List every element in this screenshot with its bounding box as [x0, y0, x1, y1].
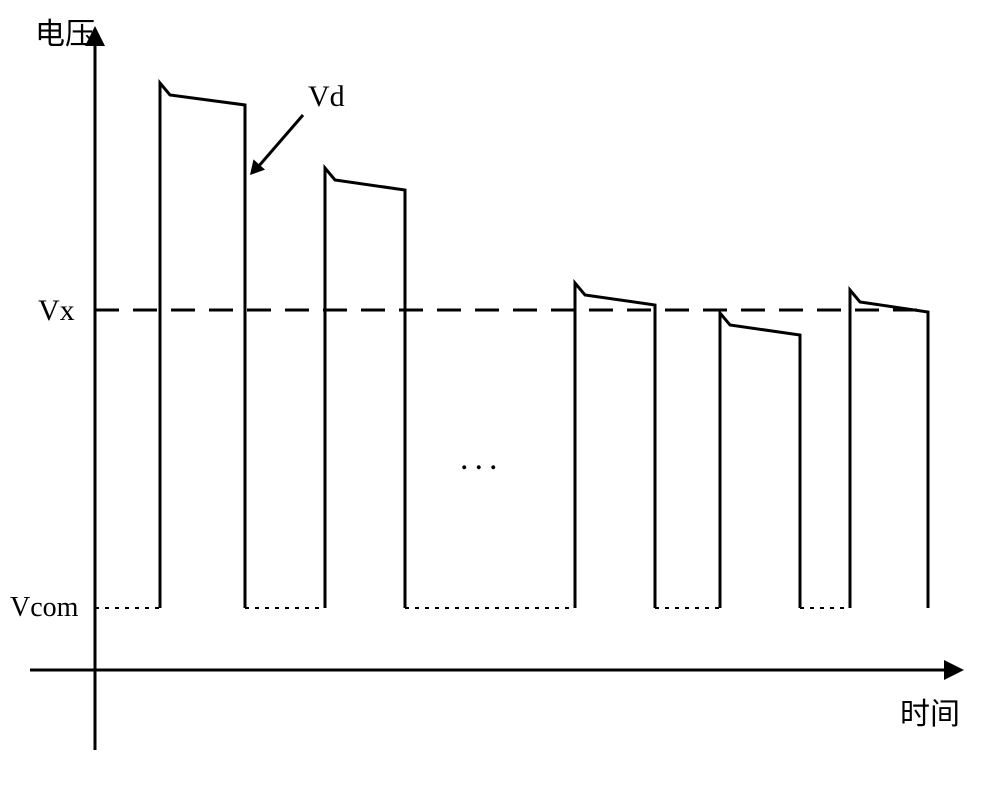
vcom-label: Vcom	[10, 594, 78, 622]
ellipsis: ...	[460, 440, 504, 478]
x-axis-arrow	[944, 660, 964, 680]
diagram-canvas: 电压 时间 Vx Vcom Vd ...	[0, 0, 1000, 792]
pulse-2	[575, 283, 655, 608]
y-axis-label: 电压	[35, 20, 95, 50]
pulse-0	[160, 83, 245, 608]
vx-label: Vx	[38, 296, 75, 326]
pulse-3	[720, 313, 800, 608]
vd-leader-line	[258, 115, 303, 167]
vd-label: Vd	[308, 82, 345, 112]
diagram-svg	[0, 0, 1000, 792]
pulse-1	[325, 168, 405, 608]
x-axis-label: 时间	[900, 700, 960, 730]
pulse-4	[850, 290, 928, 608]
